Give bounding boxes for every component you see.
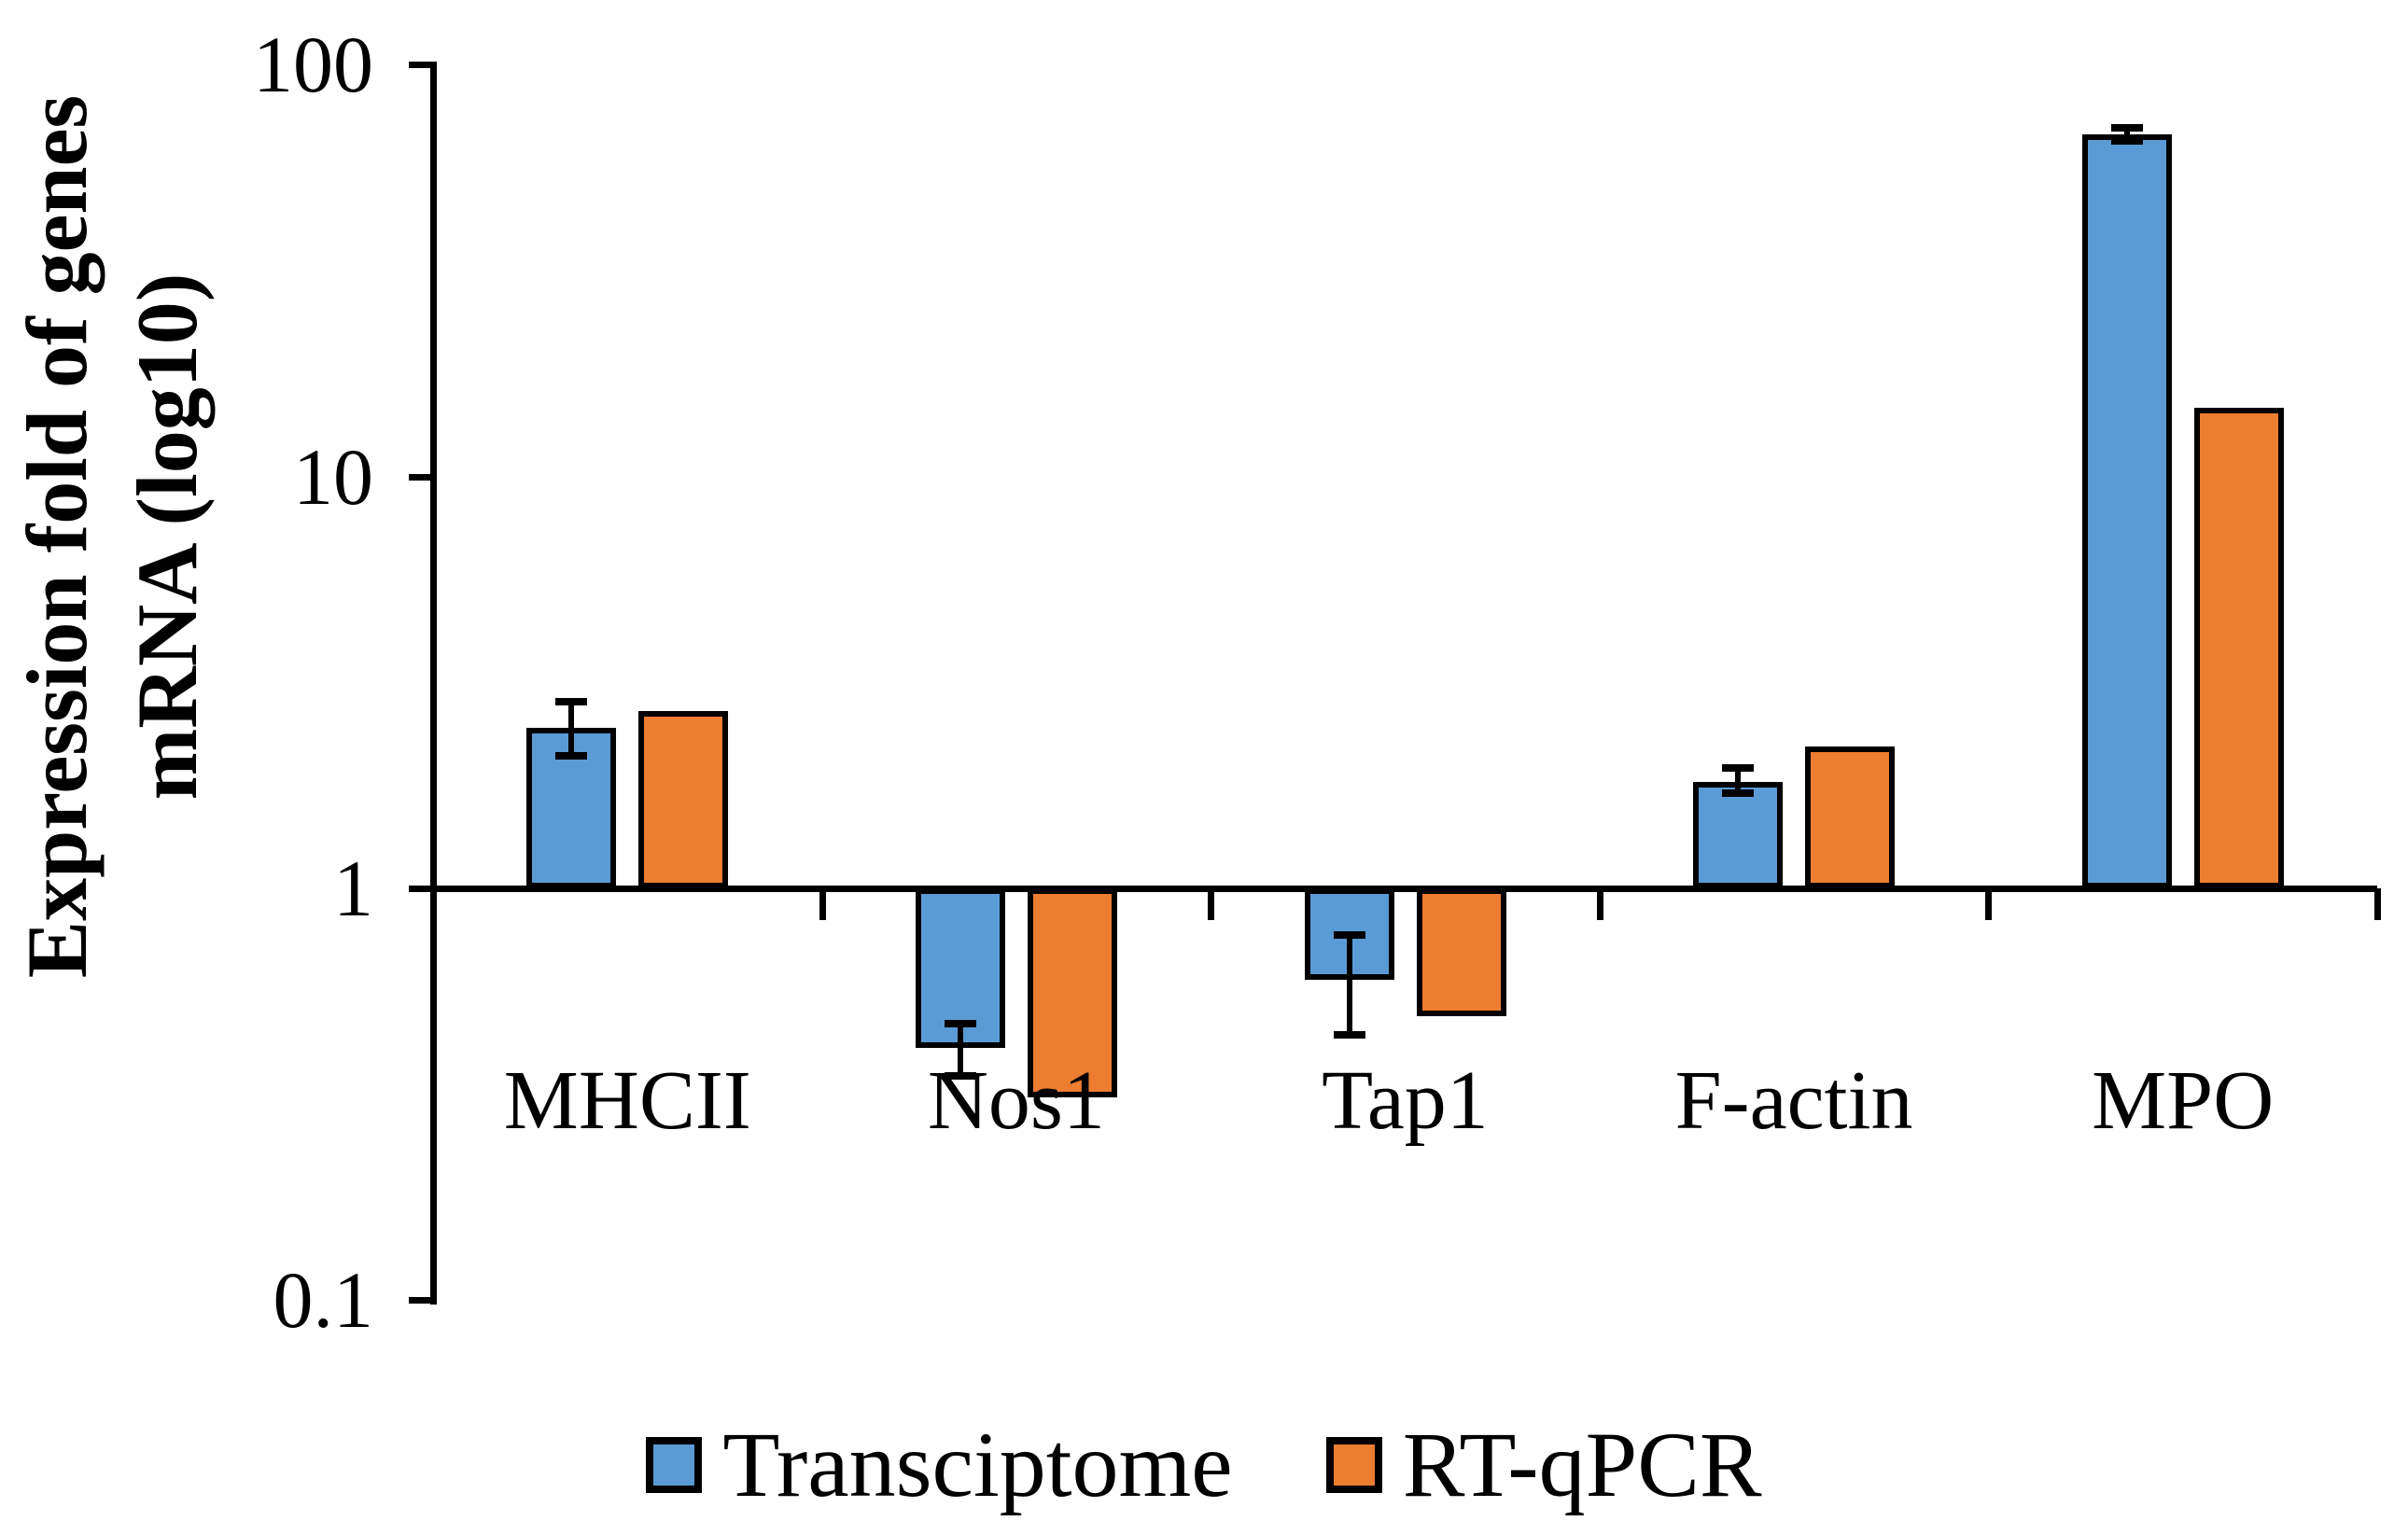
bar-rt-qpcr-tap1 <box>1416 888 1506 1016</box>
bar-rt-qpcr-mhcii <box>638 710 729 888</box>
error-bar-cap-bottom-mhcii <box>555 751 588 760</box>
x-tick <box>1596 888 1603 920</box>
error-bar-cap-bottom-tap1 <box>1333 1031 1365 1040</box>
x-tick <box>2374 888 2381 920</box>
category-label-f-actin: F-actin <box>1674 1054 1913 1147</box>
bar-rt-qpcr-nos1 <box>1027 888 1117 1098</box>
error-bar-cap-bottom-f-actin <box>1722 789 1755 798</box>
category-label-nos1: Nos1 <box>927 1054 1105 1147</box>
x-tick <box>1985 888 1993 920</box>
legend-label-transciptome: Transciptome <box>722 1413 1233 1516</box>
bar-rt-qpcr-f-actin <box>1805 747 1896 888</box>
error-bar-cap-top-nos1 <box>944 1019 976 1027</box>
legend-swatch-transciptome <box>646 1437 703 1493</box>
y-tick-10 <box>409 473 433 481</box>
error-bar-mhcii <box>568 701 575 756</box>
y-tick-label-1: 1 <box>333 844 373 933</box>
bar-transciptome-mpo <box>2081 134 2172 888</box>
category-label-tap1: Tap1 <box>1322 1054 1489 1147</box>
error-bar-cap-top-mpo <box>2110 124 2143 133</box>
y-tick-100 <box>409 62 433 69</box>
error-bar-cap-bottom-mpo <box>2110 137 2143 146</box>
error-bar-f-actin <box>1735 768 1742 794</box>
y-tick-0-1 <box>409 1297 433 1305</box>
y-tick-1 <box>409 886 433 892</box>
y-tick-label-10: 10 <box>293 431 373 522</box>
error-bar-mpo <box>2123 128 2130 142</box>
error-bar-cap-top-f-actin <box>1722 764 1755 773</box>
y-axis-line <box>430 62 437 1305</box>
legend-label-rt-qpcr: RT-qPCR <box>1402 1413 1762 1516</box>
legend: Transciptome RT-qPCR <box>0 1395 2408 1535</box>
error-bar-tap1 <box>1346 935 1352 1036</box>
bar-transciptome-f-actin <box>1693 782 1784 888</box>
bar-rt-qpcr-mpo <box>2193 407 2284 888</box>
x-axis-line <box>430 886 2377 892</box>
category-label-mpo: MPO <box>2092 1054 2275 1147</box>
error-bar-cap-top-tap1 <box>1333 931 1365 940</box>
error-bar-nos1 <box>957 1023 963 1077</box>
legend-item-transciptome: Transciptome <box>646 1400 1233 1530</box>
y-tick-label-0-1: 0.1 <box>273 1255 374 1346</box>
legend-swatch-rt-qpcr <box>1325 1437 1382 1493</box>
y-tick-label-100: 100 <box>253 20 373 110</box>
error-bar-cap-top-mhcii <box>555 697 588 705</box>
category-label-mhcii: MHCII <box>503 1054 751 1147</box>
x-tick <box>1208 888 1215 920</box>
error-bar-cap-bottom-nos1 <box>944 1072 976 1081</box>
legend-item-rt-qpcr: RT-qPCR <box>1325 1400 1762 1530</box>
x-tick <box>819 888 826 920</box>
